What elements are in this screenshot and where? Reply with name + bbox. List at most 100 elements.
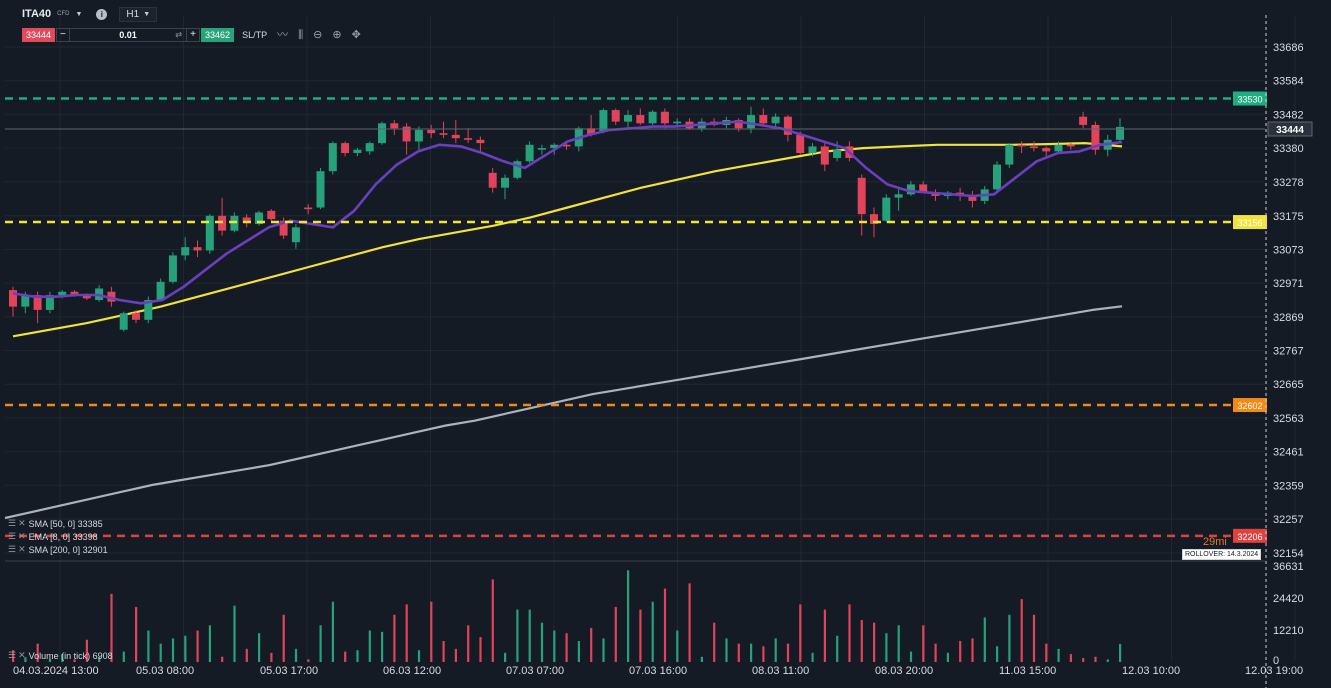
candle-body <box>1042 148 1051 152</box>
zoom-out-icon[interactable]: ⊖ <box>313 29 323 41</box>
quantity-increase-button[interactable]: + <box>190 29 196 40</box>
candle-body <box>833 149 842 158</box>
volume-bar <box>454 648 457 662</box>
volume-bar <box>159 643 162 662</box>
entry-level-label: 33156 <box>1237 218 1262 228</box>
candle-body <box>747 115 755 129</box>
zoom-in-icon[interactable]: ⊕ <box>332 29 342 41</box>
time-tick-label: 12.03 19:00 <box>1245 665 1303 677</box>
quantity-input[interactable]: 0.01 ⇄ <box>69 29 188 41</box>
price-tick-label: 33073 <box>1273 244 1304 256</box>
indicator-legend-ema8[interactable]: ☰ ✕ EMA [8, 0] 33398 <box>8 531 98 542</box>
crosshair-icon[interactable]: ✥ <box>351 29 361 41</box>
quantity-decrease-button[interactable]: − <box>60 29 66 40</box>
remove-indicator-icon[interactable]: ✕ <box>18 531 26 541</box>
candle-body <box>759 115 768 124</box>
alert-level-tag <box>1233 398 1267 413</box>
volume-bar <box>860 620 863 662</box>
sell-price-button[interactable]: 33444 <box>22 28 56 42</box>
price-tick-label: 32869 <box>1273 312 1304 324</box>
price-tick-label: 33278 <box>1273 177 1304 189</box>
indicator-label: EMA [8, 0] 33398 <box>28 531 98 542</box>
candle-body <box>328 143 337 172</box>
price-tick-label: 32665 <box>1273 379 1304 391</box>
time-tick-label: 05.03 17:00 <box>260 665 318 677</box>
candle-body <box>353 149 362 154</box>
volume-bar <box>98 656 101 662</box>
remove-indicator-icon[interactable]: ✕ <box>18 518 26 528</box>
price-tick-label: 33686 <box>1273 42 1304 54</box>
volume-bar <box>36 643 39 662</box>
time-tick-label: 12.03 10:00 <box>1122 665 1180 677</box>
drag-handle-icon[interactable]: ☰ <box>8 518 17 528</box>
volume-tick-label: 24420 <box>1273 593 1304 605</box>
volume-bar <box>799 604 802 662</box>
candle-body <box>414 129 423 142</box>
volume-bar <box>344 651 347 662</box>
volume-bar <box>725 638 728 662</box>
drag-handle-icon[interactable]: ☰ <box>8 650 17 660</box>
candle-body <box>439 133 448 135</box>
reset-quantity-icon[interactable]: ⇄ <box>175 30 183 39</box>
candle-body <box>255 212 263 225</box>
remove-indicator-icon[interactable]: ✕ <box>18 650 26 660</box>
price-tick-label: 32154 <box>1273 548 1304 560</box>
indicators-icon[interactable]: ⫼ <box>298 29 304 41</box>
candle-body <box>70 291 79 296</box>
sma200-path <box>4 305 1123 520</box>
candle-body <box>624 115 632 122</box>
volume-bar <box>479 637 482 662</box>
candle-body <box>378 123 386 144</box>
symbol-name[interactable]: ITA40 <box>22 8 52 20</box>
candle-body <box>168 255 177 282</box>
price-tick-label: 32563 <box>1273 413 1304 425</box>
volume-bar <box>196 630 199 662</box>
volume-bar <box>233 605 236 662</box>
volume-bar <box>873 622 876 662</box>
candle-body <box>1005 144 1014 165</box>
grid-lines <box>5 15 1296 660</box>
price-tick-label: 32767 <box>1273 346 1304 358</box>
candle-body <box>156 281 165 300</box>
volume-bar <box>331 601 334 662</box>
drag-handle-icon[interactable]: ☰ <box>8 531 17 541</box>
info-icon[interactable]: i <box>96 8 108 20</box>
timeframe-select[interactable]: H1 ▼ <box>119 6 158 22</box>
candle-body <box>870 214 878 225</box>
candle-body <box>58 291 67 296</box>
symbol-dropdown-icon[interactable]: ▼ <box>75 10 83 18</box>
drag-handle-icon[interactable]: ☰ <box>8 544 17 554</box>
volume-bar <box>811 652 814 662</box>
volume-bar <box>836 635 839 662</box>
sltp-button[interactable]: SL/TP <box>242 30 268 40</box>
volume-bar <box>737 643 740 662</box>
volume-legend[interactable]: ☰ ✕ Volume (in tick) 6908 <box>8 650 113 661</box>
candle-body <box>33 295 42 310</box>
buy-price-button[interactable]: 33462 <box>201 28 235 42</box>
candle-body <box>660 111 669 124</box>
timeframe-dropdown-icon: ▼ <box>143 10 151 18</box>
volume-bar <box>983 617 986 662</box>
indicator-legend-sma200[interactable]: ☰ ✕ SMA [200, 0] 32901 <box>8 544 108 555</box>
candle-body <box>1079 116 1088 125</box>
rollover-badge: ROLLOVER: 14.3.2024 <box>1182 549 1262 560</box>
candle-body <box>132 313 140 320</box>
volume-bar <box>1106 659 1109 662</box>
volume-bar <box>971 638 974 662</box>
candle-body <box>390 123 399 129</box>
candle-body <box>906 184 915 195</box>
candle-countdown: 29mi <box>1203 536 1227 548</box>
volume-bar <box>110 593 113 662</box>
volume-bar <box>823 609 826 662</box>
volume-bar <box>282 614 285 662</box>
chart-type-icon[interactable]: 〰 <box>277 29 289 41</box>
price-levels[interactable]: 33530 33156 32602 32206 <box>5 91 1267 543</box>
remove-indicator-icon[interactable]: ✕ <box>18 544 26 554</box>
price-axis[interactable]: 33686 33584 33482 33380 33278 33175 33073 32971… <box>1273 42 1304 560</box>
candle-body <box>796 134 805 154</box>
indicator-legend-sma50[interactable]: ☰ ✕ SMA [50, 0] 33385 <box>8 518 103 529</box>
time-axis[interactable]: 04.03.2024 13:00 05.03 08:00 05.03 17:00 06… <box>13 665 1303 677</box>
candle-body <box>181 247 190 256</box>
